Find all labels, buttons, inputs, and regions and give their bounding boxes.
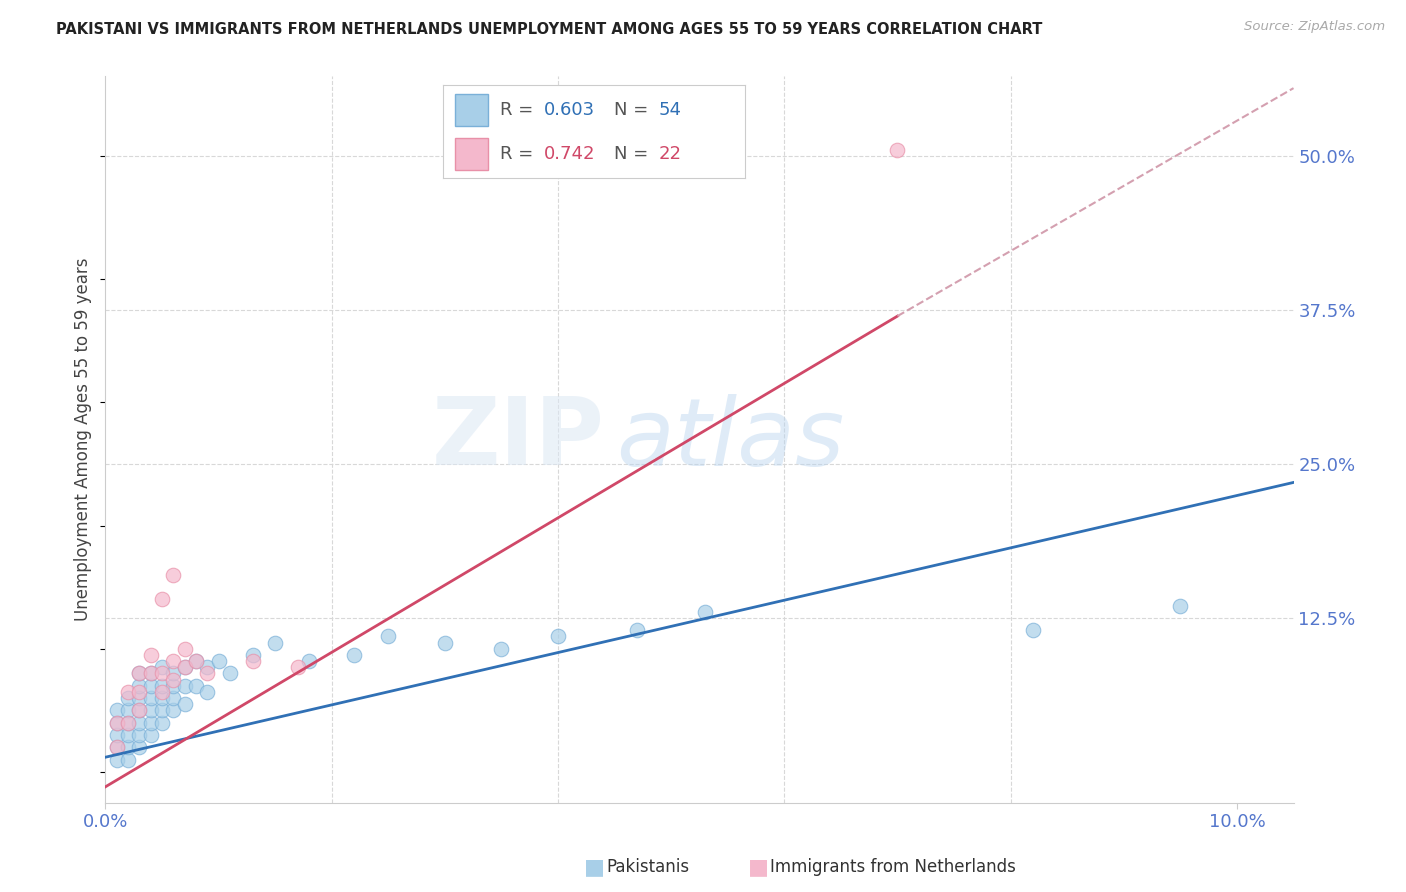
Point xyxy=(195,666,218,681)
FancyBboxPatch shape xyxy=(456,95,488,126)
Text: Pakistanis: Pakistanis xyxy=(606,858,689,876)
Point xyxy=(150,715,173,730)
Point xyxy=(162,567,184,582)
Point xyxy=(139,666,162,681)
Point xyxy=(173,660,195,674)
Point xyxy=(117,691,139,706)
Point xyxy=(117,753,139,767)
Point xyxy=(128,666,150,681)
Point xyxy=(173,660,195,674)
Text: PAKISTANI VS IMMIGRANTS FROM NETHERLANDS UNEMPLOYMENT AMONG AGES 55 TO 59 YEARS : PAKISTANI VS IMMIGRANTS FROM NETHERLANDS… xyxy=(56,22,1043,37)
Point xyxy=(139,648,162,662)
Point xyxy=(105,728,128,742)
Point xyxy=(150,691,173,706)
Point xyxy=(195,660,218,674)
Point xyxy=(128,679,150,693)
Point xyxy=(150,679,173,693)
Point xyxy=(139,715,162,730)
Text: Immigrants from Netherlands: Immigrants from Netherlands xyxy=(770,858,1017,876)
Text: 22: 22 xyxy=(659,145,682,163)
Text: ZIP: ZIP xyxy=(432,393,605,485)
Point xyxy=(695,605,717,619)
Y-axis label: Unemployment Among Ages 55 to 59 years: Unemployment Among Ages 55 to 59 years xyxy=(75,258,93,621)
Point xyxy=(547,630,569,644)
Point xyxy=(117,740,139,755)
Point xyxy=(173,697,195,711)
Point xyxy=(491,641,513,656)
Text: 0.603: 0.603 xyxy=(544,101,595,119)
Text: N =: N = xyxy=(613,101,654,119)
Point xyxy=(162,654,184,668)
Point xyxy=(433,635,456,649)
Point xyxy=(128,666,150,681)
Point xyxy=(150,592,173,607)
Text: Source: ZipAtlas.com: Source: ZipAtlas.com xyxy=(1244,20,1385,33)
Text: 0.742: 0.742 xyxy=(544,145,596,163)
Point xyxy=(242,654,264,668)
Point xyxy=(162,679,184,693)
Point xyxy=(184,679,207,693)
Point xyxy=(128,703,150,717)
Point xyxy=(139,679,162,693)
Point xyxy=(150,666,173,681)
Point xyxy=(139,691,162,706)
Text: 54: 54 xyxy=(659,101,682,119)
Point xyxy=(128,691,150,706)
Point xyxy=(162,703,184,717)
Point xyxy=(117,685,139,699)
Text: ■: ■ xyxy=(583,857,605,877)
Text: R =: R = xyxy=(501,101,540,119)
Point xyxy=(298,654,321,668)
Point xyxy=(184,654,207,668)
Point xyxy=(150,660,173,674)
Point xyxy=(128,703,150,717)
Point xyxy=(173,679,195,693)
Point xyxy=(128,740,150,755)
Point xyxy=(287,660,309,674)
Point xyxy=(242,648,264,662)
Point xyxy=(150,685,173,699)
Point xyxy=(162,666,184,681)
Point xyxy=(139,666,162,681)
Point xyxy=(128,685,150,699)
Point xyxy=(886,143,908,157)
Point xyxy=(139,703,162,717)
Point xyxy=(105,715,128,730)
Point xyxy=(162,691,184,706)
Point xyxy=(105,753,128,767)
Text: R =: R = xyxy=(501,145,540,163)
Text: atlas: atlas xyxy=(616,393,845,485)
Point xyxy=(105,740,128,755)
Point xyxy=(264,635,287,649)
Point xyxy=(626,624,648,638)
FancyBboxPatch shape xyxy=(456,138,488,170)
Point xyxy=(207,654,229,668)
Point xyxy=(128,728,150,742)
Point xyxy=(139,728,162,742)
Point xyxy=(162,673,184,687)
Point xyxy=(1170,599,1192,613)
Point xyxy=(105,740,128,755)
Point xyxy=(117,715,139,730)
Point xyxy=(128,715,150,730)
Point xyxy=(219,666,242,681)
Point xyxy=(184,654,207,668)
Text: ■: ■ xyxy=(748,857,769,877)
Point xyxy=(105,715,128,730)
Point xyxy=(117,715,139,730)
Point xyxy=(343,648,366,662)
Point xyxy=(1022,624,1045,638)
Point xyxy=(195,685,218,699)
Point xyxy=(377,630,399,644)
Point xyxy=(150,703,173,717)
Point xyxy=(117,728,139,742)
Text: N =: N = xyxy=(613,145,654,163)
Point xyxy=(105,703,128,717)
Point xyxy=(117,703,139,717)
Point xyxy=(173,641,195,656)
